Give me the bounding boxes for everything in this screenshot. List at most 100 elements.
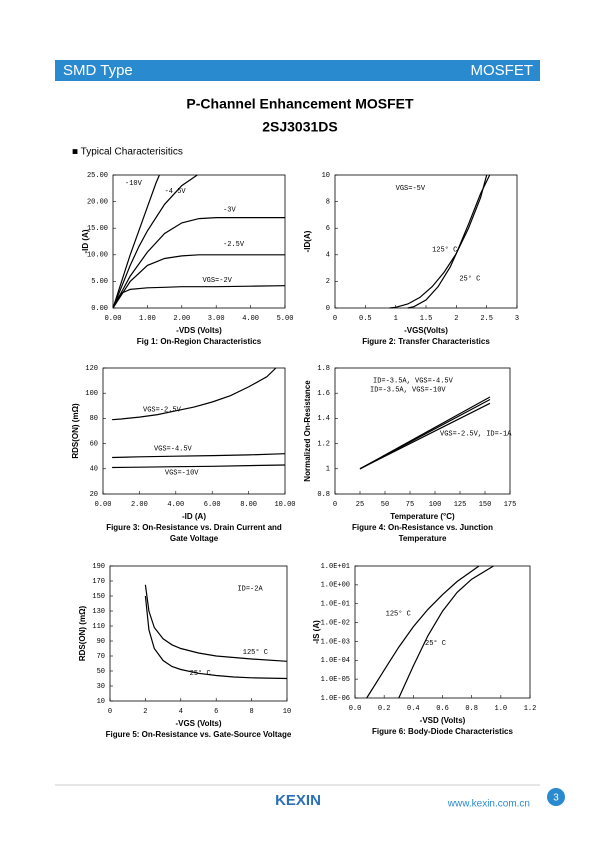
chart-caption: Figure 5: On-Resistance vs. Gate-Source … [106, 730, 292, 739]
series-line [112, 464, 286, 469]
series-line [112, 217, 285, 309]
doc-title: P-Channel Enhancement MOSFET [186, 96, 414, 112]
chart-caption: Gate Voltage [170, 534, 219, 543]
x-tick-label: 6.00 [204, 501, 221, 509]
series-label: 25° C [425, 639, 446, 648]
y-tick-label: 130 [92, 608, 105, 616]
y-axis-label: RDS(ON) (mΩ) [78, 606, 87, 662]
x-tick-label: 1.0 [495, 705, 508, 713]
series-line [112, 174, 160, 309]
series-label: VGS=-2V [202, 277, 232, 285]
y-tick-label: 8 [326, 198, 330, 206]
y-tick-label: 100 [85, 390, 98, 398]
annotation: ID=-2A [237, 585, 263, 593]
y-tick-label: 1.8 [317, 365, 330, 373]
page-badge [547, 788, 565, 806]
y-axis-label: -ID(A) [303, 230, 312, 252]
series-label: 25° C [190, 669, 211, 678]
x-tick-label: 25 [356, 501, 364, 509]
series-label: ID=-3.5A, VGS=-4.5V [373, 377, 454, 385]
plot-frame [334, 174, 518, 309]
y-tick-label: 2 [326, 278, 330, 286]
y-tick-label: 30 [97, 683, 105, 691]
y-tick-label: 40 [90, 466, 98, 474]
x-tick-label: 6 [214, 708, 218, 716]
series-line [112, 367, 277, 421]
x-tick-label: 125 [454, 501, 467, 509]
x-tick-label: 4 [179, 708, 183, 716]
x-tick-label: 0 [333, 315, 337, 323]
y-tick-label: 90 [97, 638, 105, 646]
x-tick-label: 1.00 [139, 315, 156, 323]
series-line [112, 285, 286, 309]
y-tick-label: 1.0E-05 [321, 676, 350, 684]
x-tick-label: 2.00 [173, 315, 190, 323]
series-label: 25° C [459, 275, 480, 284]
x-tick-label: 2 [454, 315, 458, 323]
y-tick-label: 10 [97, 698, 105, 706]
x-axis-label: -VGS (Volts) [175, 719, 221, 728]
x-tick-label: 5.00 [277, 315, 294, 323]
chart-caption: Figure 6: Body-Diode Characteristics [372, 727, 513, 736]
y-tick-label: 10 [322, 172, 330, 180]
y-tick-label: 50 [97, 668, 105, 676]
series-label: -2.5V [223, 241, 245, 249]
plot-frame [112, 174, 286, 309]
series-label: VGS=-2.5V [143, 406, 182, 414]
y-tick-label: 1.0E-06 [321, 695, 350, 703]
y-tick-label: 190 [92, 563, 105, 571]
x-tick-label: 0.8 [465, 705, 478, 713]
series-line [112, 174, 198, 309]
y-tick-label: 6 [326, 225, 330, 233]
x-axis-label: Temperature (°C) [390, 512, 455, 521]
chart-caption: Fig 1: On-Region Characteristics [137, 337, 262, 346]
y-tick-label: 70 [97, 653, 105, 661]
y-axis-label: RDS(ON) (mΩ) [71, 403, 80, 459]
x-tick-label: 8.00 [240, 501, 257, 509]
x-tick-label: 2.00 [131, 501, 148, 509]
series-label: VGS=-4.5V [154, 445, 193, 453]
series-label: VGS=-2.5V, ID=-1A [440, 430, 512, 438]
y-tick-label: 60 [90, 440, 98, 448]
part-number: 2SJ3031DS [262, 119, 338, 135]
y-tick-label: 80 [90, 415, 98, 423]
x-tick-label: 50 [381, 501, 389, 509]
y-tick-label: 1.0E+00 [321, 582, 350, 590]
x-tick-label: 1.5 [420, 315, 433, 323]
y-tick-label: 0.00 [91, 305, 108, 313]
x-tick-label: 4.00 [242, 315, 259, 323]
x-tick-label: 3 [515, 315, 519, 323]
annotation: VGS=-5V [396, 185, 426, 193]
y-tick-label: 15.00 [87, 225, 108, 233]
plot-frame [334, 367, 511, 495]
header-bar [55, 60, 540, 81]
x-axis-label: -ID (A) [182, 512, 206, 521]
y-tick-label: 1.6 [317, 390, 330, 398]
y-tick-label: 1.0E-03 [321, 638, 350, 646]
chart-caption: Figure 3: On-Resistance vs. Drain Curren… [106, 523, 282, 532]
x-tick-label: 0 [108, 708, 112, 716]
y-tick-label: 1.0E-01 [321, 601, 350, 609]
header-right: MOSFET [471, 62, 534, 79]
chart-caption: Temperature [399, 534, 447, 543]
x-tick-label: 175 [504, 501, 517, 509]
series-label: -3V [223, 206, 236, 214]
x-tick-label: 0.4 [407, 705, 420, 713]
x-axis-label: -VGS(Volts) [404, 326, 448, 335]
x-tick-label: 1 [394, 315, 398, 323]
x-tick-label: 100 [429, 501, 442, 509]
y-tick-label: 25.00 [87, 172, 108, 180]
plot-frame [102, 367, 286, 495]
y-tick-label: 20.00 [87, 198, 108, 206]
y-tick-label: 1.4 [317, 415, 330, 423]
x-tick-label: 2 [143, 708, 147, 716]
x-axis-label: -VSD (Volts) [420, 716, 466, 725]
series-label: -10V [125, 180, 143, 188]
header-left: SMD Type [63, 62, 133, 79]
y-tick-label: 1.0E-04 [321, 657, 350, 665]
y-tick-label: 1 [326, 466, 330, 474]
y-tick-label: 120 [85, 365, 98, 373]
y-axis-label: Normalized On-Resistance [303, 380, 312, 482]
series-label: ID=-3.5A, VGS=-10V [370, 386, 446, 394]
